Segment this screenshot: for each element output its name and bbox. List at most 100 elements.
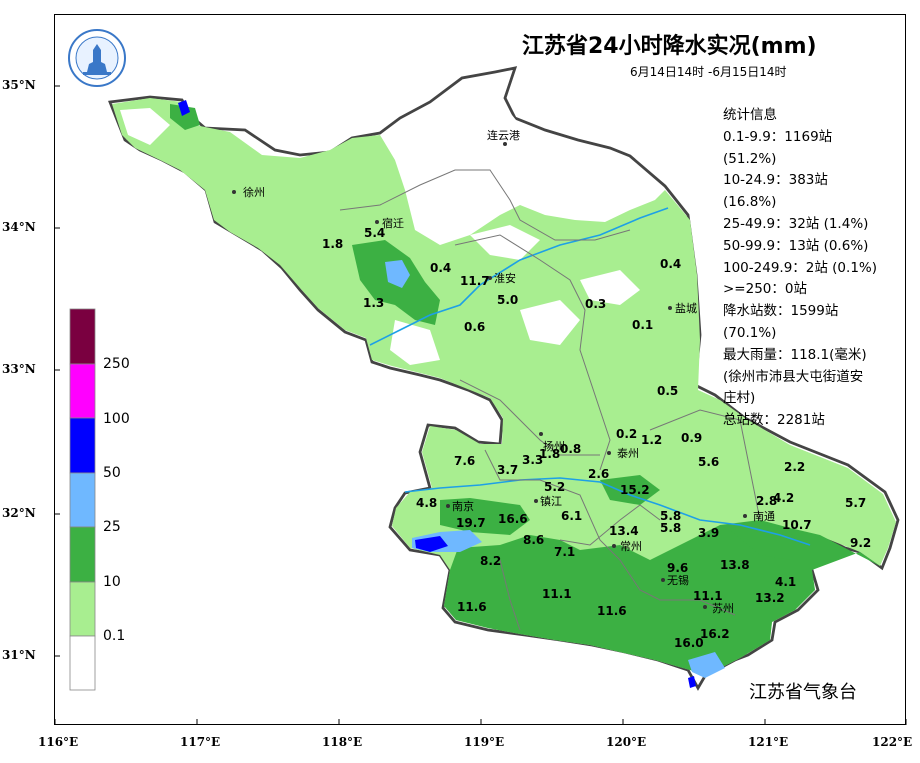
longitude-label: 117°E — [180, 735, 221, 749]
light-rain-areas — [112, 98, 896, 676]
city-label: 扬州 — [543, 439, 565, 453]
rainfall-value: 3.3 — [522, 453, 543, 467]
city-dot-nanjing — [446, 504, 450, 508]
stats-line: (70.1%) — [723, 324, 777, 341]
rainfall-value: 11.7 — [460, 274, 490, 288]
rainfall-value: 13.2 — [755, 591, 785, 605]
legend-label: 50 — [103, 465, 121, 481]
city-label: 泰州 — [617, 446, 639, 460]
city-label: 南通 — [753, 510, 775, 523]
meteorological-bureau-logo-icon — [68, 29, 126, 87]
city-markers — [232, 142, 747, 609]
stats-line: (51.2%) — [723, 150, 777, 167]
rainfall-value: 13.4 — [609, 524, 639, 538]
rainfall-value: 0.5 — [657, 384, 678, 398]
longitude-label: 121°E — [748, 735, 789, 749]
legend-swatch — [69, 581, 96, 637]
latitude-label: 35°N — [2, 78, 36, 92]
stats-line: 10-24.9：383站 — [723, 172, 828, 189]
city-dot-lianyungang — [503, 142, 507, 146]
city-dot-yangzhou — [539, 432, 543, 436]
city-label: 常州 — [620, 540, 642, 553]
city-label: 苏州 — [712, 602, 734, 615]
rainfall-value: 4.1 — [775, 575, 796, 589]
rainfall-value: 0.8 — [560, 442, 581, 456]
statistics-panel: 统计信息 0.1-9.9：1169站 (51.2%) 10-24.9：383站 … — [723, 105, 903, 432]
rainfall-value: 2.6 — [588, 467, 609, 481]
rainfall-value: 0.2 — [616, 427, 637, 441]
very-heavy-rain-areas — [178, 100, 696, 688]
rivers — [369, 207, 811, 546]
rainfall-value: 16.6 — [498, 512, 528, 526]
rainfall-value: 13.8 — [720, 558, 750, 572]
rainfall-value: 5.0 — [497, 293, 518, 307]
legend-label: 0.1 — [103, 628, 126, 644]
city-dot-suqian — [375, 220, 379, 224]
city-label: 无锡 — [667, 573, 689, 587]
rainfall-value: 5.7 — [845, 496, 866, 510]
city-dot-xuzhou — [232, 190, 236, 194]
legend-swatch — [69, 417, 96, 474]
rainfall-value: 1.8 — [322, 237, 343, 251]
rainfall-value: 6.1 — [561, 509, 582, 523]
stats-line: 最大雨量：118.1(毫米) — [723, 346, 867, 363]
rainfall-value: 9.2 — [850, 536, 871, 550]
rainfall-value: 9.6 — [667, 561, 688, 575]
longitude-label: 116°E — [38, 735, 79, 749]
rainfall-value: 5.4 — [364, 226, 385, 240]
city-boundaries — [339, 169, 761, 631]
city-dot-taizhou — [607, 451, 611, 455]
legend-swatch — [69, 308, 96, 365]
city-dot-nantong — [743, 514, 747, 518]
legend-label: 250 — [103, 356, 130, 372]
rainfall-value: 5.2 — [544, 480, 565, 494]
city-label: 盐城 — [675, 302, 697, 315]
city-dot-huaian — [488, 276, 492, 280]
legend-label: 10 — [103, 574, 121, 590]
legend-label: 100 — [103, 411, 130, 427]
city-labels: 连云港 徐州 宿迁 淮安 盐城 扬州 泰州 南京 镇江 常州 南通 无锡 苏州 — [243, 129, 775, 615]
rainfall-value: 1.3 — [363, 296, 384, 310]
city-dot-yancheng — [668, 306, 672, 310]
rainfall-value: 4.2 — [773, 491, 794, 505]
legend-swatch — [69, 526, 96, 583]
rainfall-value: 11.1 — [542, 587, 572, 601]
rainfall-value: 2.8 — [756, 494, 777, 508]
rainfall-value: 5.8 — [660, 521, 681, 535]
latitude-label: 31°N — [2, 648, 36, 662]
map-subtitle: 6月14日14时 -6月15日14时 — [630, 65, 787, 79]
rainfall-value: 11.6 — [457, 600, 487, 614]
rainfall-value: 5.6 — [698, 455, 719, 469]
legend-swatch — [69, 635, 96, 691]
stats-line: 统计信息 — [723, 107, 777, 123]
longitude-label: 118°E — [322, 735, 363, 749]
rainfall-value: 3.9 — [698, 526, 719, 540]
moderate-rain-areas — [170, 104, 880, 676]
longitude-label: 119°E — [464, 735, 505, 749]
stats-line: >=250：0站 — [723, 281, 807, 298]
rainfall-value: 11.1 — [693, 589, 723, 603]
city-dot-changzhou — [612, 544, 616, 548]
stats-line: 25-49.9：32站 (1.4%) — [723, 215, 869, 232]
longitude-label: 120°E — [606, 735, 647, 749]
city-dot-wuxi — [661, 578, 665, 582]
rainfall-value: 4.8 — [416, 496, 437, 510]
rainfall-value: 2.2 — [784, 460, 805, 474]
latitude-label: 33°N — [2, 362, 36, 376]
city-label: 镇江 — [540, 494, 562, 508]
legend-colorbar — [69, 308, 96, 691]
rainfall-value: 3.7 — [497, 463, 518, 477]
legend-swatch — [69, 472, 96, 528]
rainfall-value: 8.6 — [523, 533, 544, 547]
stats-line: 总站数：2281站 — [723, 412, 825, 429]
rainfall-value: 15.2 — [620, 483, 650, 497]
rainfall-value: 11.6 — [597, 604, 627, 618]
no-rain-areas — [120, 95, 640, 365]
stats-line: 50-99.9：13站 (0.6%) — [723, 237, 869, 254]
rainfall-value: 1.2 — [641, 433, 662, 447]
rainfall-value: 19.7 — [456, 516, 486, 530]
city-label: 宿迁 — [382, 216, 404, 230]
latitude-label: 34°N — [2, 220, 36, 234]
rainfall-value: 0.1 — [632, 318, 653, 332]
